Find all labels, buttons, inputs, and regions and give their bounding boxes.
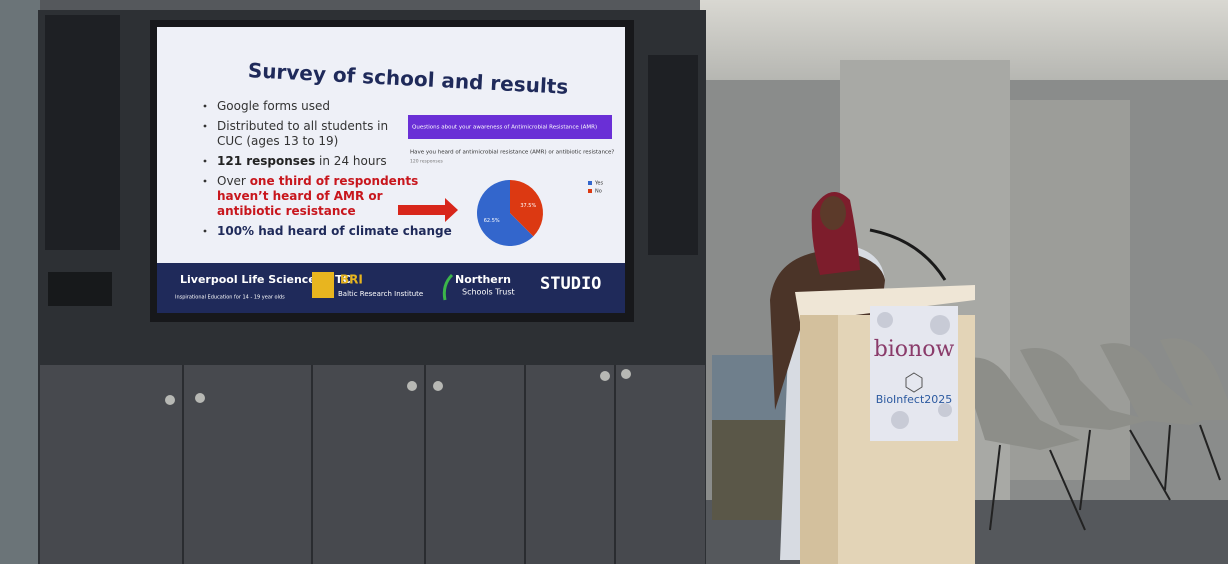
podium-event: BioInfect2025 xyxy=(876,393,953,406)
logo-liverpool-sub: Inspirational Education for 14 - 19 year… xyxy=(175,295,285,301)
bullet-text: in 24 hours xyxy=(315,154,386,168)
speaker-left xyxy=(45,15,120,250)
bullet-text: CUC (ages 13 to 19) xyxy=(217,134,338,148)
podium-top xyxy=(795,285,975,322)
bullet-dot xyxy=(203,124,207,128)
bullet-line: CUC (ages 13 to 19) xyxy=(217,134,338,148)
chairs xyxy=(960,338,1228,450)
left-window xyxy=(0,0,40,564)
logo-northern-sub: Schools Trust xyxy=(462,288,515,297)
arrow xyxy=(398,198,458,222)
bullet-line: Over one third of respondents xyxy=(217,174,418,188)
control-panel xyxy=(48,272,112,306)
bullet-dot xyxy=(203,159,207,163)
cabinets xyxy=(40,365,705,564)
form-responses: 120 responses xyxy=(410,159,443,165)
logo-liverpool: Liverpool Life Sciences UTC xyxy=(180,273,351,286)
logo-studio: STUDIO xyxy=(540,274,601,294)
slide xyxy=(157,27,625,263)
speaker-right xyxy=(648,55,698,255)
microphone xyxy=(869,228,947,281)
northern-emblem xyxy=(442,273,454,301)
bullet-text: 100% had heard of climate change xyxy=(217,224,452,238)
bullet-line: Google forms used xyxy=(217,99,330,113)
legend-swatch xyxy=(588,181,592,185)
bullet-dot xyxy=(203,104,207,108)
poster-molecules xyxy=(877,312,952,429)
bullet-text: Distributed to all students in xyxy=(217,119,388,133)
logo-bri: BRI xyxy=(340,273,363,287)
bullet-line: 121 responses in 24 hours xyxy=(217,154,387,168)
bullet-dot xyxy=(203,229,207,233)
pie-label: 37.5% xyxy=(520,203,536,209)
bullet-text: antibiotic resistance xyxy=(217,204,356,218)
bullet-line: antibiotic resistance xyxy=(217,204,356,218)
poster-hexagon xyxy=(905,372,923,393)
bullet-line: Distributed to all students in xyxy=(217,119,388,133)
podium-side xyxy=(800,315,838,564)
cabinet-dividers xyxy=(182,365,616,564)
legend-label: Yes xyxy=(594,181,603,187)
logo-bri-sub: Baltic Research Institute xyxy=(338,290,423,298)
form-question: Have you heard of antimicrobial resistan… xyxy=(410,150,614,156)
logo-northern: Northern xyxy=(455,273,511,286)
form-header: Questions about your awareness of Antimi… xyxy=(412,125,597,131)
bullet-text: Google forms used xyxy=(217,99,330,113)
bullet-line: haven’t heard of AMR or xyxy=(217,189,383,203)
pie-slice xyxy=(510,180,543,237)
bullet-text: Over xyxy=(217,174,250,188)
chair-legs xyxy=(989,424,1221,531)
legend-label: No xyxy=(595,189,602,195)
bri-emblem xyxy=(312,272,334,298)
slide-footer xyxy=(157,263,625,313)
person-face xyxy=(820,196,846,230)
bullet-text: haven’t heard of AMR or xyxy=(217,189,383,203)
cabinet-knobs xyxy=(165,369,631,405)
pie-slice xyxy=(477,180,534,246)
form-header-bar xyxy=(408,115,612,139)
legend-swatch xyxy=(588,189,592,193)
bullet-text: 121 responses xyxy=(217,154,315,168)
bullet-line: 100% had heard of climate change xyxy=(217,224,452,238)
bullet-text: one third of respondents xyxy=(250,174,419,188)
window-city xyxy=(712,420,792,520)
podium-brand: bionow xyxy=(874,337,955,362)
pie-label: 62.5% xyxy=(484,218,500,224)
bullet-dot xyxy=(203,179,207,183)
